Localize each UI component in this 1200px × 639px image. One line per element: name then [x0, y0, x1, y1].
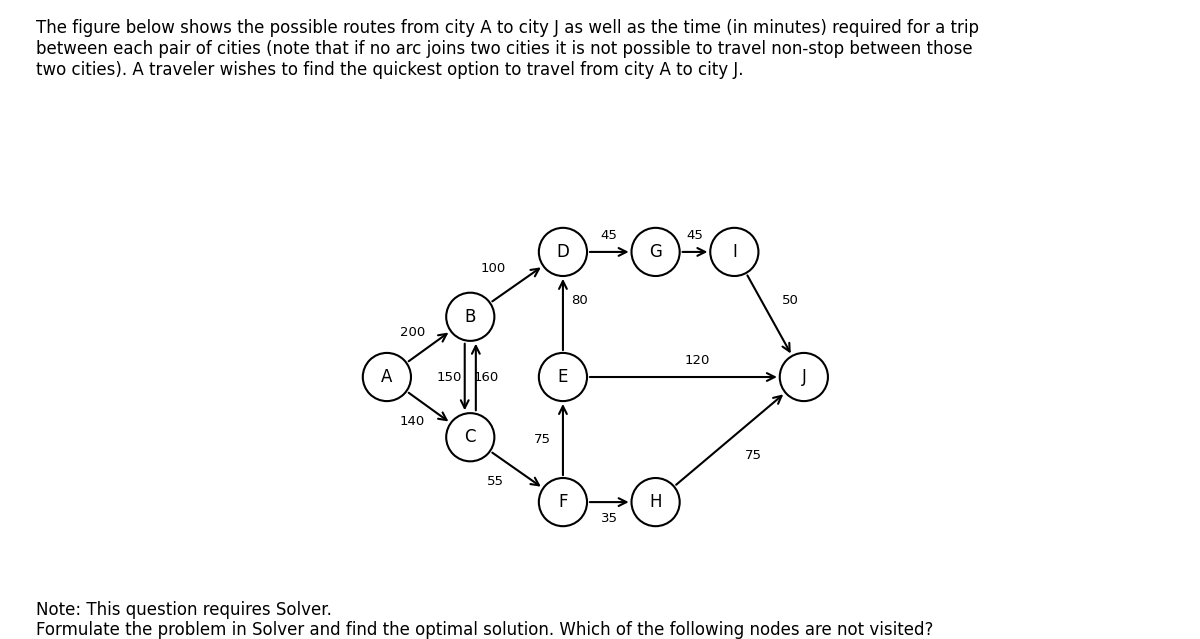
Text: B: B [464, 308, 476, 326]
Text: Note: This question requires Solver.
Formulate the problem in Solver and find th: Note: This question requires Solver. For… [36, 601, 934, 639]
Text: 150: 150 [437, 371, 462, 383]
Text: J: J [802, 368, 806, 386]
Circle shape [710, 228, 758, 276]
Text: 120: 120 [685, 354, 710, 367]
Circle shape [539, 353, 587, 401]
Text: The figure below shows the possible routes from city A to city J as well as the : The figure below shows the possible rout… [36, 19, 979, 79]
Text: G: G [649, 243, 662, 261]
Text: H: H [649, 493, 662, 511]
Circle shape [446, 413, 494, 461]
Text: 75: 75 [534, 433, 551, 446]
Text: 45: 45 [601, 229, 618, 242]
Circle shape [780, 353, 828, 401]
Text: 140: 140 [400, 415, 425, 427]
Text: 75: 75 [744, 449, 761, 462]
Circle shape [539, 478, 587, 526]
Circle shape [446, 293, 494, 341]
Text: 160: 160 [474, 371, 499, 383]
Text: F: F [558, 493, 568, 511]
Text: A: A [382, 368, 392, 386]
Text: 100: 100 [481, 261, 506, 275]
Text: D: D [557, 243, 569, 261]
Text: 45: 45 [686, 229, 703, 242]
Text: 55: 55 [487, 475, 504, 488]
Text: E: E [558, 368, 568, 386]
Circle shape [362, 353, 410, 401]
Circle shape [539, 228, 587, 276]
Text: 80: 80 [571, 294, 588, 307]
Circle shape [631, 478, 679, 526]
Text: 35: 35 [601, 512, 618, 525]
Text: I: I [732, 243, 737, 261]
Text: 200: 200 [400, 327, 425, 339]
Text: C: C [464, 428, 476, 446]
Text: 50: 50 [781, 294, 798, 307]
Circle shape [631, 228, 679, 276]
